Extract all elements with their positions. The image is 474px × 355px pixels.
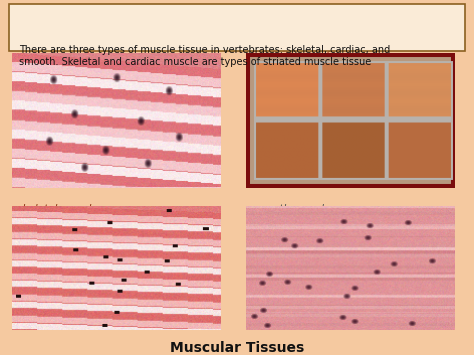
Text: cardiac muscle: cardiac muscle [17, 51, 95, 61]
Text: Fig: with specific
position: Fig: with specific position [251, 51, 338, 73]
FancyBboxPatch shape [9, 4, 465, 51]
Text: smooth muscle: smooth muscle [251, 204, 330, 214]
Text: There are three types of muscle tissue in vertebrates: skeletal, cardiac, and
sm: There are three types of muscle tissue i… [19, 45, 390, 67]
Text: Muscular Tissues: Muscular Tissues [170, 341, 304, 355]
Text: skeletal muscle: skeletal muscle [17, 204, 97, 214]
